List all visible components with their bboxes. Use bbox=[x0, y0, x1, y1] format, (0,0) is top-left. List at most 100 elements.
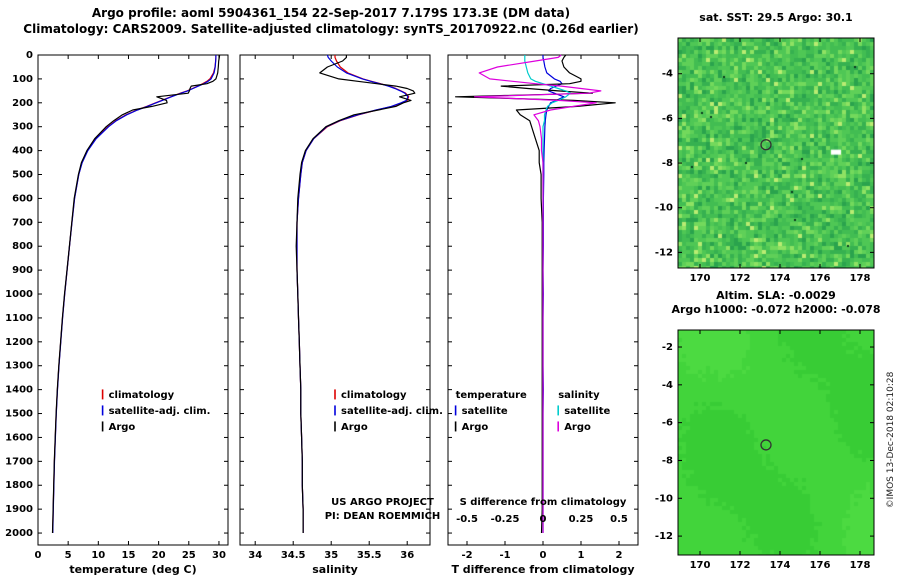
diff-series-T-satellite bbox=[542, 55, 565, 533]
sst-xtick-label: 178 bbox=[850, 273, 871, 284]
sal-series-climatology bbox=[296, 55, 410, 533]
legend-label: satellite-adj. clim. bbox=[109, 406, 211, 417]
figure-title-line2: Climatology: CARS2009. Satellite-adjuste… bbox=[23, 22, 639, 36]
depth-tick-label: 700 bbox=[12, 217, 33, 228]
sla-map-title-line1: Altim. SLA: -0.0029 bbox=[716, 289, 836, 302]
sst-xtick-label: 170 bbox=[690, 273, 711, 284]
diff-xlabel: T difference from climatology bbox=[451, 563, 634, 576]
sst-map-title: sat. SST: 29.5 Argo: 30.1 bbox=[699, 11, 853, 24]
legend-label: climatology bbox=[109, 390, 175, 401]
temp-xtick-label: 5 bbox=[65, 550, 72, 561]
sal-xtick-label: 34.5 bbox=[281, 550, 306, 561]
diff-xtick-label: -2 bbox=[461, 550, 472, 561]
sal-frame bbox=[239, 54, 431, 546]
diff-xtick-label: 2 bbox=[616, 550, 623, 561]
temp-xtick-label: 30 bbox=[212, 550, 226, 561]
temp-xtick-label: 20 bbox=[152, 550, 166, 561]
depth-tick-label: 100 bbox=[12, 74, 33, 85]
depth-tick-label: 900 bbox=[12, 265, 33, 276]
temp-frame bbox=[37, 54, 229, 546]
sla-xtick-label: 170 bbox=[690, 560, 711, 571]
depth-tick-label: 800 bbox=[12, 241, 33, 252]
sal-xtick-label: 34 bbox=[248, 550, 262, 561]
s-axis-label: S difference from climatology bbox=[460, 497, 627, 508]
sla-xtick-label: 176 bbox=[810, 560, 831, 571]
sst-ytick-label: -8 bbox=[662, 158, 673, 169]
temp-xtick-label: 25 bbox=[182, 550, 196, 561]
temp-series-climatology bbox=[52, 55, 217, 534]
diff-frame bbox=[447, 54, 639, 546]
depth-tick-label: 1200 bbox=[5, 337, 33, 348]
temp-series-satellite-adj-clim- bbox=[52, 55, 217, 534]
panel-annotation: PI: DEAN ROEMMICH bbox=[325, 511, 441, 522]
depth-tick-label: 2000 bbox=[5, 528, 33, 539]
diff-series-T-Argo bbox=[455, 54, 616, 534]
depth-tick-label: 1000 bbox=[5, 289, 33, 300]
sla-map-image bbox=[678, 330, 874, 555]
depth-tick-label: 400 bbox=[12, 146, 33, 157]
sst-ytick-label: -4 bbox=[662, 69, 673, 80]
depth-tick-label: 1400 bbox=[5, 385, 33, 396]
diff-series-S-satellite bbox=[524, 55, 572, 533]
legend-label: Argo bbox=[109, 422, 136, 433]
sla-xtick-label: 172 bbox=[730, 560, 751, 571]
depth-tick-label: 1500 bbox=[5, 409, 33, 420]
legend-header: temperature bbox=[456, 390, 527, 401]
temp-xtick-label: 15 bbox=[122, 550, 136, 561]
sst-xtick-label: 174 bbox=[770, 273, 791, 284]
sal-xtick-label: 35 bbox=[324, 550, 338, 561]
depth-tick-label: 1900 bbox=[5, 504, 33, 515]
depth-tick-label: 1300 bbox=[5, 361, 33, 372]
diff-xtick-label: 1 bbox=[578, 550, 585, 561]
legend-label: Argo bbox=[462, 422, 489, 433]
sla-ytick-label: -12 bbox=[655, 531, 673, 542]
depth-tick-label: 300 bbox=[12, 122, 33, 133]
s-axis-tick-label: 0.5 bbox=[610, 514, 628, 525]
figure-title-line1: Argo profile: aoml 5904361_154 22-Sep-20… bbox=[91, 6, 571, 20]
sst-xtick-label: 176 bbox=[810, 273, 831, 284]
depth-tick-label: 200 bbox=[12, 98, 33, 109]
s-axis-tick-label: -0.5 bbox=[456, 514, 478, 525]
depth-tick-label: 1600 bbox=[5, 432, 33, 443]
panel-annotation: US ARGO PROJECT bbox=[331, 497, 434, 508]
sla-ytick-label: -6 bbox=[662, 418, 673, 429]
diff-xtick-label: 0 bbox=[540, 550, 547, 561]
sal-xlabel: salinity bbox=[312, 563, 358, 576]
imos-watermark: ©IMOS 13-Dec-2018 02:10:28 bbox=[886, 371, 896, 509]
sst-ytick-label: -6 bbox=[662, 113, 673, 124]
sst-map-image bbox=[678, 38, 874, 268]
sal-series-Argo bbox=[295, 55, 416, 533]
legend-label: satellite bbox=[564, 406, 610, 417]
depth-tick-label: 1800 bbox=[5, 480, 33, 491]
sal-xtick-label: 36 bbox=[400, 550, 414, 561]
legend-label: Argo bbox=[564, 422, 591, 433]
sal-series-satellite-adj-clim- bbox=[296, 54, 409, 533]
depth-tick-label: 0 bbox=[26, 50, 33, 61]
depth-tick-label: 1100 bbox=[5, 313, 33, 324]
legend-label: climatology bbox=[341, 390, 407, 401]
sla-ytick-label: -4 bbox=[662, 380, 673, 391]
sla-xtick-label: 178 bbox=[850, 560, 871, 571]
legend-label: satellite-adj. clim. bbox=[341, 406, 443, 417]
diff-xtick-label: -1 bbox=[499, 550, 510, 561]
temp-series-Argo bbox=[51, 54, 221, 534]
sla-xtick-label: 174 bbox=[770, 560, 791, 571]
legend-label: satellite bbox=[462, 406, 508, 417]
sla-ytick-label: -2 bbox=[662, 342, 673, 353]
legend-header: salinity bbox=[558, 390, 600, 401]
temp-xtick-label: 10 bbox=[91, 550, 105, 561]
temp-xlabel: temperature (deg C) bbox=[69, 563, 196, 576]
sal-xtick-label: 35.5 bbox=[357, 550, 382, 561]
s-axis-tick-label: 0.25 bbox=[569, 514, 594, 525]
sla-ytick-label: -10 bbox=[655, 493, 673, 504]
depth-tick-label: 1700 bbox=[5, 456, 33, 467]
depth-tick-label: 600 bbox=[12, 193, 33, 204]
sst-ytick-label: -12 bbox=[655, 247, 673, 258]
s-axis-tick-label: -0.25 bbox=[491, 514, 520, 525]
temp-xtick-label: 0 bbox=[35, 550, 42, 561]
legend-label: Argo bbox=[341, 422, 368, 433]
sst-xtick-label: 172 bbox=[730, 273, 751, 284]
depth-tick-label: 500 bbox=[12, 170, 33, 181]
s-axis-tick-label: 0 bbox=[540, 514, 547, 525]
diff-series-S-Argo bbox=[474, 54, 602, 533]
